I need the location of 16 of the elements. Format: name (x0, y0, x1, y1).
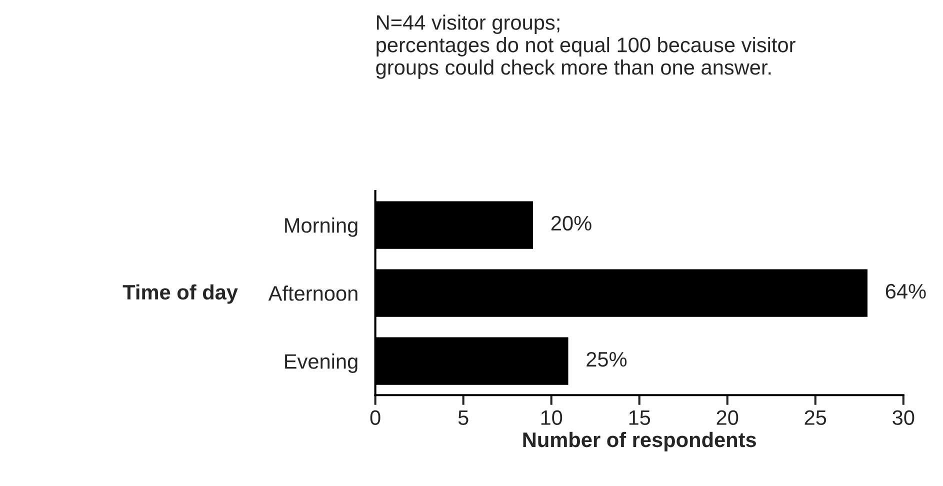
annotation: 25% (586, 352, 627, 367)
annotation: 20% (551, 216, 592, 231)
x-tick-label: 20 (716, 410, 738, 426)
text: N=44 visitor groups; percentages do not equal 100 because visitor groups could check more than one answer. (376, 14, 796, 79)
y-tick-label: Morning (285, 217, 358, 237)
annotation: 64% (886, 284, 926, 299)
x-tick-label: 10 (541, 410, 562, 426)
y-tick-label: Evening (285, 354, 358, 373)
x-tick-label: 30 (892, 410, 914, 426)
x-tick-label: 25 (804, 410, 826, 426)
y-tick-label: Afternoon (268, 286, 358, 301)
x-tick-label: 15 (629, 410, 650, 426)
y-axis-title: Time of day (122, 284, 238, 304)
x-axis-title: Number of respondents (523, 432, 756, 452)
x-tick-label: 5 (458, 410, 468, 426)
x-tick-label: 0 (370, 410, 380, 426)
